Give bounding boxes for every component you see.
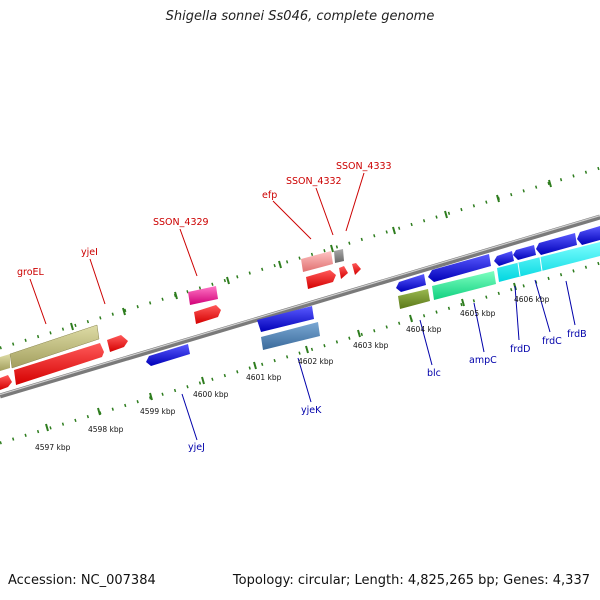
genome-backbone-highlight: [0, 215, 600, 396]
label-blc: blc: [427, 368, 441, 379]
gene-efp-red[interactable]: [306, 270, 336, 289]
gene-groEL-red[interactable]: [14, 343, 104, 385]
gene-frdC[interactable]: [513, 245, 536, 260]
gene-efp-salmon[interactable]: [301, 251, 333, 272]
kbp-label-4597: 4597 kbp: [35, 443, 71, 452]
kbp-label-4602: 4602 kbp: [298, 357, 334, 366]
forward-labels: [29, 172, 365, 325]
kbp-label-4606: 4606 kbp: [514, 295, 550, 304]
reverse-labels: [181, 279, 576, 441]
genome-backbone: [0, 214, 600, 399]
gene-frdD[interactable]: [494, 251, 514, 266]
label-yjeI: yjeI: [81, 247, 98, 258]
gene-yjeI[interactable]: [107, 335, 128, 352]
gene-SSON_4329-red[interactable]: [194, 305, 221, 324]
gene-SSON_4333-b[interactable]: [352, 263, 361, 275]
label-SSON_4333: SSON_4333: [336, 161, 392, 172]
kbp-label-4604: 4604 kbp: [406, 325, 442, 334]
gene-frdB-blue[interactable]: [536, 233, 577, 255]
gene-SSON_4333[interactable]: [339, 266, 348, 279]
gene-frdA-blue[interactable]: [577, 226, 600, 245]
kbp-label-4600: 4600 kbp: [193, 390, 229, 399]
forward-tick-row: [0, 166, 600, 350]
map-title: Shigella sonnei Ss046, complete genome: [165, 9, 435, 24]
gene-cyan-frd[interactable]: [497, 242, 600, 282]
forward-major-ticks: [70, 179, 552, 331]
gene-olive-short[interactable]: [0, 354, 10, 371]
label-yjeK: yjeK: [301, 405, 322, 416]
gene-blc-blue[interactable]: [396, 274, 426, 292]
gene-SSON_4332[interactable]: [334, 249, 344, 263]
label-frdC: frdC: [542, 336, 562, 347]
gene-cyan-divider-2: [539, 256, 543, 272]
genome-stats-text: Topology: circular; Length: 4,825,265 bp…: [232, 573, 590, 588]
label-frdD: frdD: [510, 344, 530, 355]
reverse-major-ticks: [45, 282, 517, 432]
kbp-label-4603: 4603 kbp: [353, 341, 389, 350]
gene-yjeJ[interactable]: [146, 344, 190, 366]
kbp-label-4605: 4605 kbp: [460, 309, 496, 318]
gene-yjeK-blue[interactable]: [257, 306, 314, 332]
label-SSON_4329: SSON_4329: [153, 217, 209, 228]
gene-yjeK-steel[interactable]: [261, 322, 320, 350]
kbp-label-4598: 4598 kbp: [88, 425, 124, 434]
kbp-label-4601: 4601 kbp: [246, 373, 282, 382]
accession-text: Accession: NC_007384: [8, 573, 156, 588]
gene-blc-green[interactable]: [398, 289, 430, 309]
label-efp: efp: [262, 190, 277, 201]
gene-small-left-red[interactable]: [0, 375, 12, 390]
position-labels: 4597 kbp 4598 kbp 4599 kbp 4600 kbp 4601…: [35, 295, 550, 452]
label-frdB: frdB: [567, 329, 587, 340]
label-groEL: groEL: [17, 267, 45, 278]
gene-cyan-divider-1: [517, 262, 521, 277]
label-ampC: ampC: [469, 355, 497, 366]
kbp-label-4599: 4599 kbp: [140, 407, 176, 416]
forward-genes: [0, 249, 361, 390]
gene-ampC-blue[interactable]: [428, 254, 491, 282]
label-SSON_4332: SSON_4332: [286, 176, 342, 187]
gene-groEL[interactable]: [9, 324, 100, 369]
gene-SSON_4329-pink[interactable]: [188, 286, 218, 305]
label-yjeJ: yjeJ: [188, 442, 205, 453]
reverse-genes: [146, 226, 600, 366]
gene-ampC-mint[interactable]: [432, 271, 496, 300]
